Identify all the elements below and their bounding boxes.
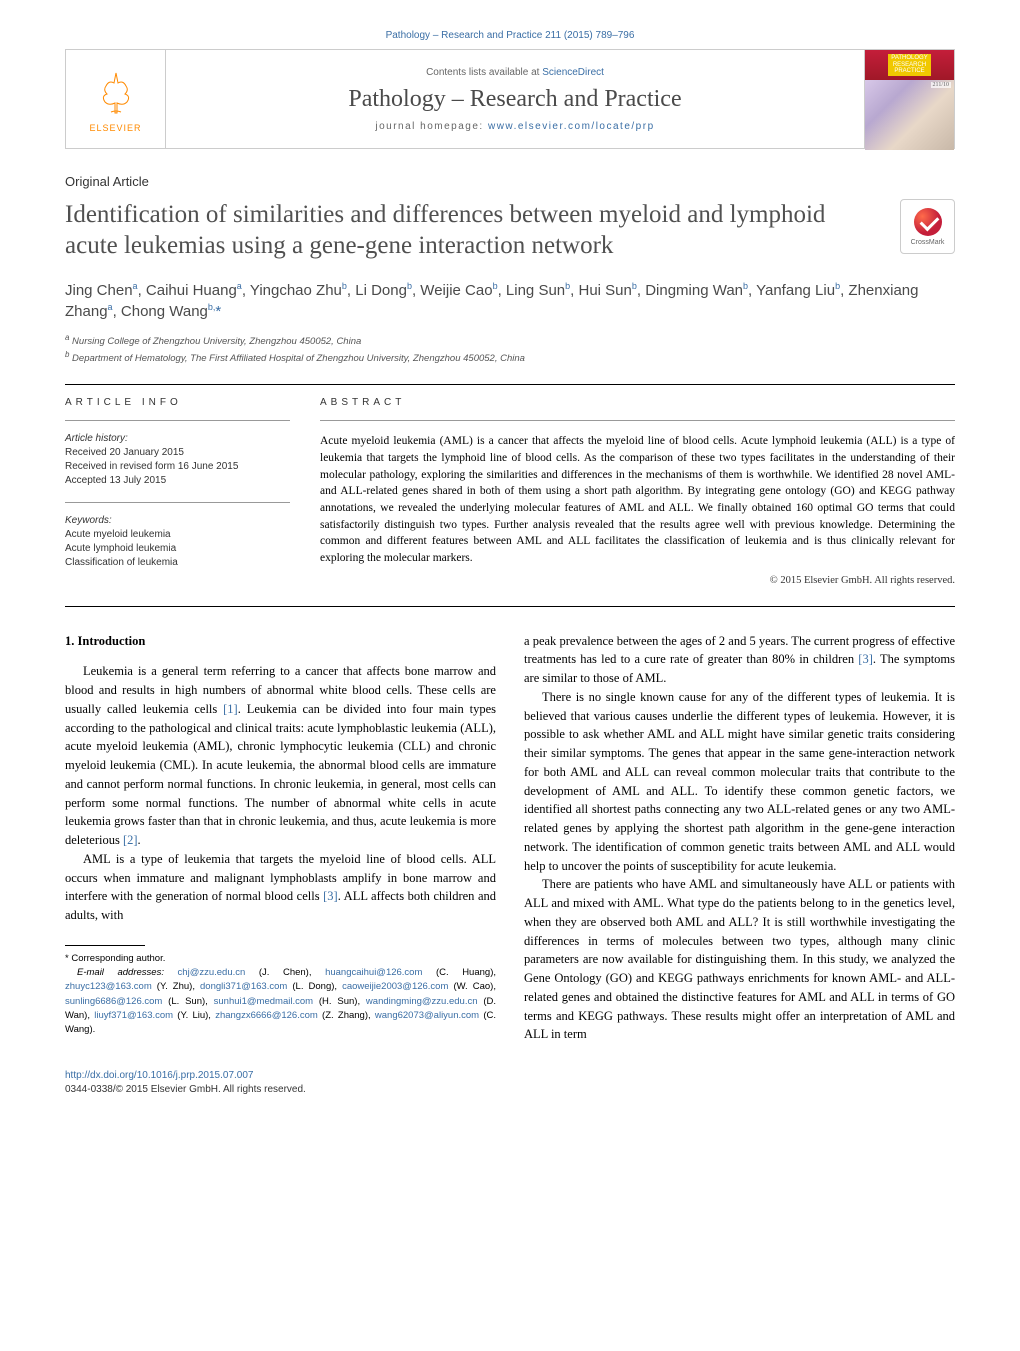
body-right-column: a peak prevalence between the ages of 2 … xyxy=(524,632,955,1045)
article-info-column: ARTICLE INFO Article history: Received 2… xyxy=(65,397,290,585)
history-label: Article history: xyxy=(65,433,290,444)
info-divider xyxy=(65,420,290,421)
body-paragraph: Leukemia is a general term referring to … xyxy=(65,662,496,850)
footer: http://dx.doi.org/10.1016/j.prp.2015.07.… xyxy=(65,1069,955,1097)
body-paragraph: a peak prevalence between the ages of 2 … xyxy=(524,632,955,688)
abstract-text: Acute myeloid leukemia (AML) is a cancer… xyxy=(320,433,955,566)
body-paragraph: There are patients who have AML and simu… xyxy=(524,875,955,1044)
crossmark-badge[interactable]: CrossMark xyxy=(900,199,955,254)
body-paragraph: AML is a type of leukemia that targets t… xyxy=(65,850,496,925)
abstract-heading: ABSTRACT xyxy=(320,397,955,408)
elsevier-tree-icon xyxy=(88,66,143,121)
abstract-copyright: © 2015 Elsevier GmbH. All rights reserve… xyxy=(320,575,955,586)
crossmark-icon xyxy=(914,208,942,236)
section-heading: 1. Introduction xyxy=(65,632,496,651)
keywords-label: Keywords: xyxy=(65,515,290,526)
publisher-logo[interactable]: ELSEVIER xyxy=(66,50,166,148)
email-link[interactable]: sunhui1@medmail.com xyxy=(214,996,313,1007)
email-link[interactable]: chj@zzu.edu.cn xyxy=(178,967,246,978)
body-left-column: 1. Introduction Leukemia is a general te… xyxy=(65,632,496,1045)
journal-homepage-line: journal homepage: www.elsevier.com/locat… xyxy=(375,121,654,132)
footnotes: * Corresponding author. E-mail addresses… xyxy=(65,952,496,1038)
header-citation: Pathology – Research and Practice 211 (2… xyxy=(0,0,1020,49)
keywords-text: Acute myeloid leukemiaAcute lymphoid leu… xyxy=(65,528,290,570)
email-link[interactable]: dongli371@163.com xyxy=(200,981,287,992)
email-link[interactable]: huangcaihui@126.com xyxy=(325,967,422,978)
email-link[interactable]: liuyf371@163.com xyxy=(94,1010,173,1021)
authors-list: Jing Chena, Caihui Huanga, Yingchao Zhub… xyxy=(65,280,955,322)
header-center: Contents lists available at ScienceDirec… xyxy=(166,50,864,148)
history-text: Received 20 January 2015Received in revi… xyxy=(65,446,290,488)
footnote-divider xyxy=(65,945,145,946)
email-link[interactable]: sunling6686@126.com xyxy=(65,996,162,1007)
article-type: Original Article xyxy=(65,174,955,189)
email-link[interactable]: wang62073@aliyun.com xyxy=(375,1010,479,1021)
journal-cover-thumbnail[interactable]: PATHOLOGYRESEARCHPRACTICE 211/10 xyxy=(864,50,954,148)
info-divider xyxy=(65,502,290,503)
abstract-column: ABSTRACT Acute myeloid leukemia (AML) is… xyxy=(320,397,955,585)
email-addresses: E-mail addresses: chj@zzu.edu.cn (J. Che… xyxy=(65,966,496,1037)
contents-available: Contents lists available at ScienceDirec… xyxy=(426,67,604,78)
body-divider xyxy=(65,606,955,607)
affiliations: a Nursing College of Zhengzhou Universit… xyxy=(65,332,955,367)
journal-name: Pathology – Research and Practice xyxy=(348,86,681,113)
article-title: Identification of similarities and diffe… xyxy=(65,199,880,262)
article-info-heading: ARTICLE INFO xyxy=(65,397,290,408)
journal-homepage-link[interactable]: www.elsevier.com/locate/prp xyxy=(488,121,655,132)
journal-header-box: ELSEVIER Contents lists available at Sci… xyxy=(65,49,955,149)
email-link[interactable]: wandingming@zzu.edu.cn xyxy=(366,996,478,1007)
publisher-name: ELSEVIER xyxy=(89,123,141,133)
issn-copyright: 0344-0338/© 2015 Elsevier GmbH. All righ… xyxy=(65,1084,306,1095)
body-paragraph: There is no single known cause for any o… xyxy=(524,688,955,876)
cover-volume: 211/10 xyxy=(931,82,951,88)
email-link[interactable]: zhuyc123@163.com xyxy=(65,981,152,992)
email-link[interactable]: caoweijie2003@126.com xyxy=(342,981,448,992)
doi-link[interactable]: http://dx.doi.org/10.1016/j.prp.2015.07.… xyxy=(65,1070,253,1081)
crossmark-label: CrossMark xyxy=(911,239,945,246)
sciencedirect-link[interactable]: ScienceDirect xyxy=(542,67,604,78)
corresponding-author-note: * Corresponding author. xyxy=(65,952,496,966)
cover-title: PATHOLOGYRESEARCHPRACTICE xyxy=(888,54,930,76)
section-divider xyxy=(65,384,955,385)
email-link[interactable]: zhangzx6666@126.com xyxy=(215,1010,318,1021)
info-divider xyxy=(320,420,955,421)
